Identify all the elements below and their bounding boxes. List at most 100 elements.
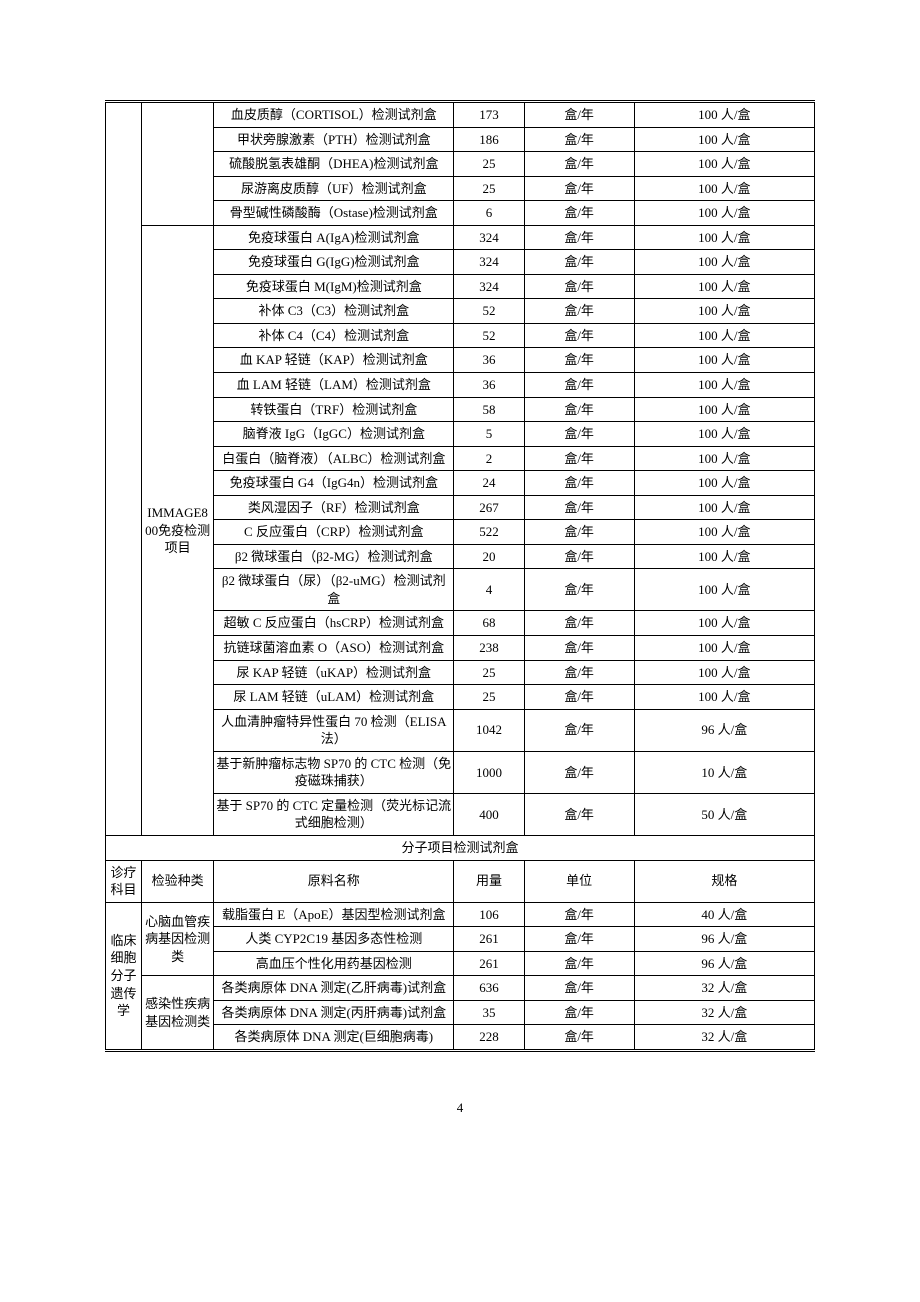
hdr-category: 检验种类 bbox=[142, 860, 214, 902]
section-title: 分子项目检测试剂盒 bbox=[106, 835, 815, 860]
spec: 100 人/盒 bbox=[634, 225, 814, 250]
spec: 100 人/盒 bbox=[634, 127, 814, 152]
item-name: 抗链球菌溶血素 O（ASO）检测试剂盒 bbox=[214, 636, 454, 661]
unit: 盒/年 bbox=[524, 569, 634, 611]
unit: 盒/年 bbox=[524, 927, 634, 952]
spec: 100 人/盒 bbox=[634, 495, 814, 520]
item-name: 免疫球蛋白 G(IgG)检测试剂盒 bbox=[214, 250, 454, 275]
qty: 25 bbox=[454, 660, 524, 685]
unit: 盒/年 bbox=[524, 495, 634, 520]
unit: 盒/年 bbox=[524, 902, 634, 927]
spec: 100 人/盒 bbox=[634, 422, 814, 447]
unit: 盒/年 bbox=[524, 446, 634, 471]
item-name: β2 微球蛋白（β2-MG）检测试剂盒 bbox=[214, 544, 454, 569]
unit: 盒/年 bbox=[524, 709, 634, 751]
qty: 106 bbox=[454, 902, 524, 927]
hdr-unit: 单位 bbox=[524, 860, 634, 902]
item-name: 血 KAP 轻链（KAP）检测试剂盒 bbox=[214, 348, 454, 373]
spec: 40 人/盒 bbox=[634, 902, 814, 927]
qty: 400 bbox=[454, 793, 524, 835]
qty: 36 bbox=[454, 348, 524, 373]
unit: 盒/年 bbox=[524, 660, 634, 685]
item-name: 载脂蛋白 E（ApoE）基因型检测试剂盒 bbox=[214, 902, 454, 927]
unit: 盒/年 bbox=[524, 951, 634, 976]
spec: 32 人/盒 bbox=[634, 976, 814, 1001]
spec: 100 人/盒 bbox=[634, 201, 814, 226]
spec: 100 人/盒 bbox=[634, 102, 814, 128]
unit: 盒/年 bbox=[524, 373, 634, 398]
unit: 盒/年 bbox=[524, 685, 634, 710]
qty: 36 bbox=[454, 373, 524, 398]
unit: 盒/年 bbox=[524, 250, 634, 275]
unit: 盒/年 bbox=[524, 520, 634, 545]
qty: 25 bbox=[454, 176, 524, 201]
qty: 52 bbox=[454, 299, 524, 324]
spec: 100 人/盒 bbox=[634, 569, 814, 611]
qty: 4 bbox=[454, 569, 524, 611]
unit: 盒/年 bbox=[524, 274, 634, 299]
spec: 100 人/盒 bbox=[634, 544, 814, 569]
item-name: 尿游离皮质醇（UF）检测试剂盒 bbox=[214, 176, 454, 201]
spec: 96 人/盒 bbox=[634, 927, 814, 952]
item-name: 超敏 C 反应蛋白（hsCRP）检测试剂盒 bbox=[214, 611, 454, 636]
spec: 96 人/盒 bbox=[634, 709, 814, 751]
unit: 盒/年 bbox=[524, 201, 634, 226]
qty: 186 bbox=[454, 127, 524, 152]
item-name: β2 微球蛋白（尿）（β2-uMG）检测试剂盒 bbox=[214, 569, 454, 611]
qty: 324 bbox=[454, 225, 524, 250]
hdr-qty: 用量 bbox=[454, 860, 524, 902]
item-name: 免疫球蛋白 M(IgM)检测试剂盒 bbox=[214, 274, 454, 299]
unit: 盒/年 bbox=[524, 152, 634, 177]
page: 血皮质醇（CORTISOL）检测试剂盒173盒/年100 人/盒甲状旁腺激素（P… bbox=[0, 0, 920, 1176]
unit: 盒/年 bbox=[524, 348, 634, 373]
unit: 盒/年 bbox=[524, 225, 634, 250]
item-name: 类风湿因子（RF）检测试剂盒 bbox=[214, 495, 454, 520]
unit: 盒/年 bbox=[524, 793, 634, 835]
qty: 1042 bbox=[454, 709, 524, 751]
item-name: 免疫球蛋白 G4（IgG4n）检测试剂盒 bbox=[214, 471, 454, 496]
qty: 522 bbox=[454, 520, 524, 545]
spec: 100 人/盒 bbox=[634, 520, 814, 545]
qty: 25 bbox=[454, 685, 524, 710]
item-name: 各类病原体 DNA 测定(丙肝病毒)试剂盒 bbox=[214, 1000, 454, 1025]
unit: 盒/年 bbox=[524, 397, 634, 422]
qty: 52 bbox=[454, 323, 524, 348]
item-name: 补体 C4（C4）检测试剂盒 bbox=[214, 323, 454, 348]
item-name: C 反应蛋白（CRP）检测试剂盒 bbox=[214, 520, 454, 545]
spec: 100 人/盒 bbox=[634, 471, 814, 496]
hdr-name: 原料名称 bbox=[214, 860, 454, 902]
spec: 100 人/盒 bbox=[634, 250, 814, 275]
spec: 100 人/盒 bbox=[634, 446, 814, 471]
item-name: 甲状旁腺激素（PTH）检测试剂盒 bbox=[214, 127, 454, 152]
unit: 盒/年 bbox=[524, 636, 634, 661]
spec: 100 人/盒 bbox=[634, 685, 814, 710]
category-col bbox=[142, 102, 214, 226]
unit: 盒/年 bbox=[524, 1025, 634, 1051]
spec: 50 人/盒 bbox=[634, 793, 814, 835]
category-col: 感染性疾病基因检测类 bbox=[142, 976, 214, 1051]
spec: 10 人/盒 bbox=[634, 751, 814, 793]
spec: 32 人/盒 bbox=[634, 1025, 814, 1051]
spec: 100 人/盒 bbox=[634, 660, 814, 685]
reagent-table: 血皮质醇（CORTISOL）检测试剂盒173盒/年100 人/盒甲状旁腺激素（P… bbox=[105, 100, 815, 1052]
spec: 100 人/盒 bbox=[634, 348, 814, 373]
item-name: 血 LAM 轻链（LAM）检测试剂盒 bbox=[214, 373, 454, 398]
qty: 25 bbox=[454, 152, 524, 177]
unit: 盒/年 bbox=[524, 751, 634, 793]
qty: 20 bbox=[454, 544, 524, 569]
qty: 1000 bbox=[454, 751, 524, 793]
unit: 盒/年 bbox=[524, 323, 634, 348]
unit: 盒/年 bbox=[524, 611, 634, 636]
page-number: 4 bbox=[105, 1100, 815, 1116]
item-name: 转铁蛋白（TRF）检测试剂盒 bbox=[214, 397, 454, 422]
qty: 173 bbox=[454, 102, 524, 128]
spec: 32 人/盒 bbox=[634, 1000, 814, 1025]
qty: 58 bbox=[454, 397, 524, 422]
unit: 盒/年 bbox=[524, 299, 634, 324]
dept-col: 临床细胞分子遗传学 bbox=[106, 902, 142, 1050]
qty: 5 bbox=[454, 422, 524, 447]
item-name: 基于 SP70 的 CTC 定量检测（荧光标记流式细胞检测） bbox=[214, 793, 454, 835]
category-col: IMMAGE800免疫检测项目 bbox=[142, 225, 214, 835]
qty: 6 bbox=[454, 201, 524, 226]
spec: 100 人/盒 bbox=[634, 397, 814, 422]
